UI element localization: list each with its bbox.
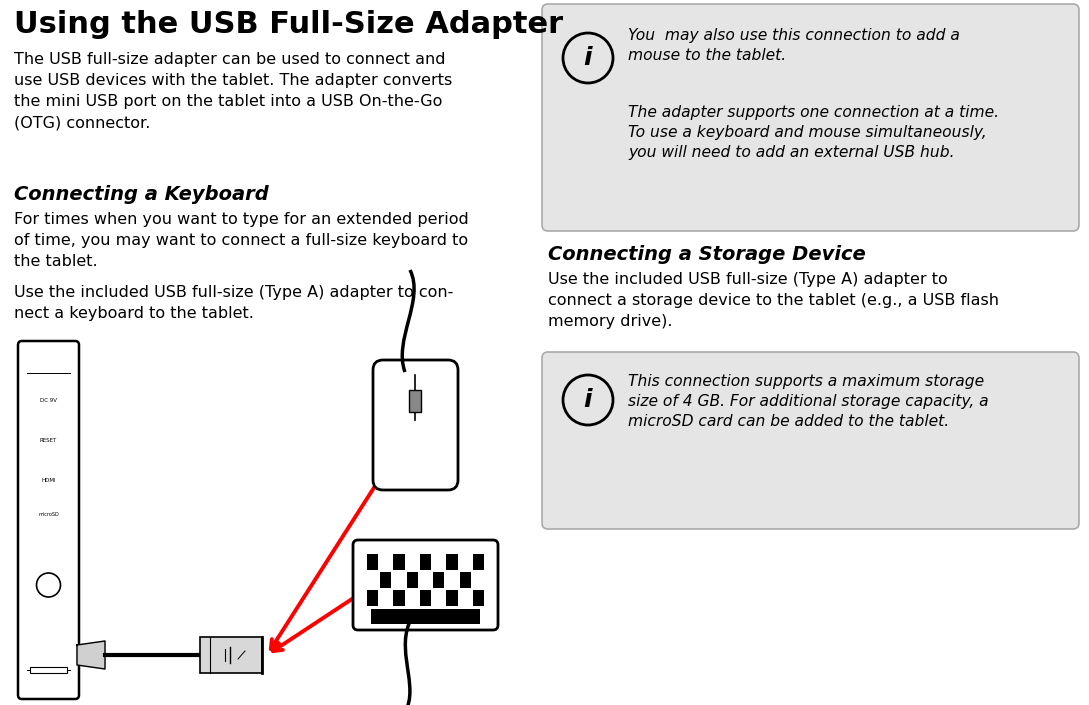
Text: The adapter supports one connection at a time.
To use a keyboard and mouse simul: The adapter supports one connection at a… (628, 105, 999, 159)
Bar (473, 554, 484, 570)
FancyBboxPatch shape (353, 540, 498, 630)
Text: DC 9V: DC 9V (40, 398, 57, 403)
Text: HDMI: HDMI (41, 477, 56, 482)
Bar (30, 667, 68, 673)
Text: microSD: microSD (38, 513, 59, 517)
Bar (409, 390, 421, 412)
Text: RESET: RESET (40, 438, 57, 443)
Bar (446, 554, 457, 570)
Bar (200, 637, 262, 673)
Bar (433, 572, 444, 588)
Bar (367, 590, 378, 606)
FancyBboxPatch shape (542, 352, 1079, 529)
Bar (393, 554, 405, 570)
Text: For times when you want to type for an extended period
of time, you may want to : For times when you want to type for an e… (14, 212, 468, 269)
Text: Connecting a Storage Device: Connecting a Storage Device (548, 245, 866, 264)
Bar (371, 609, 480, 624)
Text: Using the USB Full-Size Adapter: Using the USB Full-Size Adapter (14, 10, 563, 39)
Bar (420, 554, 431, 570)
Polygon shape (77, 641, 105, 669)
Text: i: i (584, 388, 592, 412)
Bar (380, 572, 391, 588)
Text: Connecting a Keyboard: Connecting a Keyboard (14, 185, 269, 204)
Text: Use the included USB full-size (Type A) adapter to
connect a storage device to t: Use the included USB full-size (Type A) … (548, 272, 999, 329)
FancyBboxPatch shape (19, 341, 79, 699)
FancyBboxPatch shape (542, 4, 1079, 231)
Text: Use the included USB full-size (Type A) adapter to con-
nect a keyboard to the t: Use the included USB full-size (Type A) … (14, 285, 453, 321)
Text: This connection supports a maximum storage
size of 4 GB. For additional storage : This connection supports a maximum stora… (628, 374, 989, 429)
Bar (473, 590, 484, 606)
Bar (460, 572, 470, 588)
Bar (393, 590, 405, 606)
Text: i: i (584, 46, 592, 70)
Bar (367, 554, 378, 570)
Text: The USB full-size adapter can be used to connect and
use USB devices with the ta: The USB full-size adapter can be used to… (14, 52, 452, 130)
FancyBboxPatch shape (374, 360, 458, 490)
Bar (406, 572, 418, 588)
Text: You  may also use this connection to add a
mouse to the tablet.: You may also use this connection to add … (628, 28, 959, 63)
Bar (446, 590, 457, 606)
Bar (420, 590, 431, 606)
